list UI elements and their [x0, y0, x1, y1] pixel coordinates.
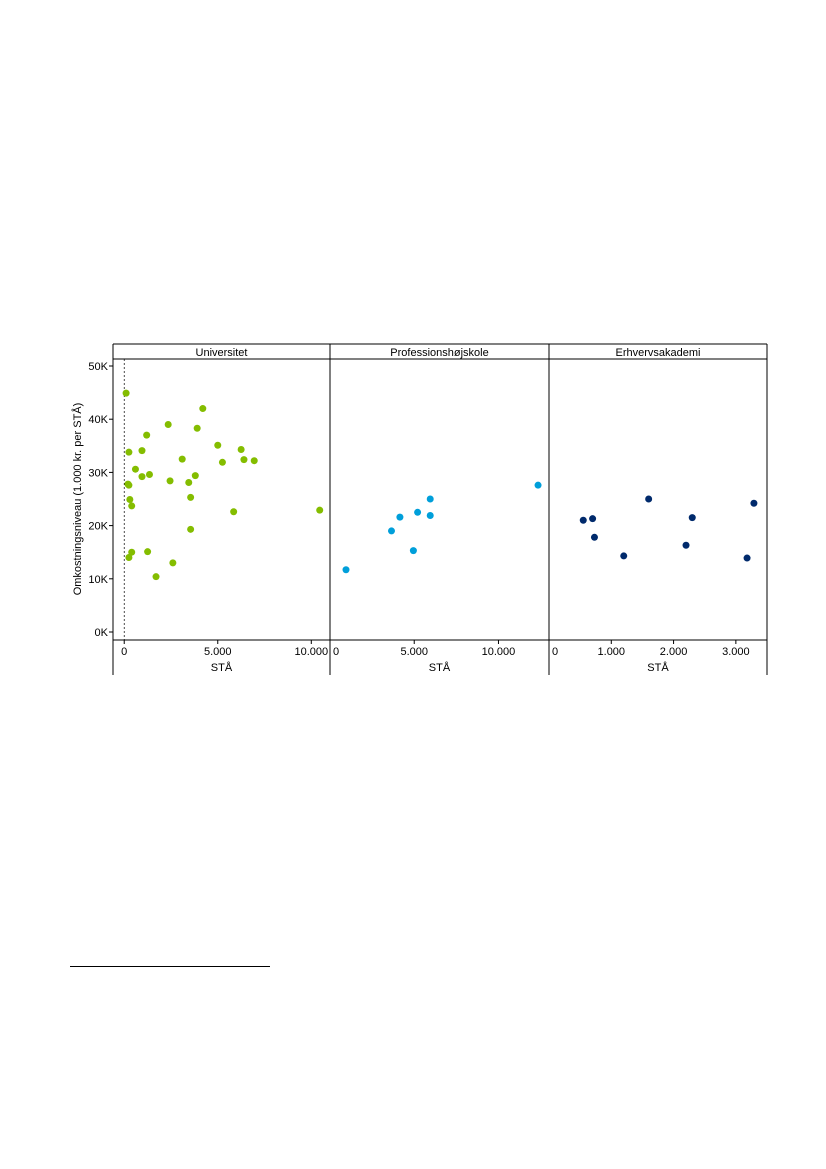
data-point	[191, 472, 199, 480]
data-point	[152, 573, 160, 581]
y-tick-label: 30K	[88, 467, 108, 479]
x-axis-label: STÅ	[211, 661, 233, 674]
data-point	[743, 554, 751, 562]
data-point	[645, 495, 653, 503]
data-point	[125, 481, 133, 489]
y-tick-label: 10K	[88, 574, 108, 586]
data-point	[169, 559, 177, 567]
data-point	[144, 548, 152, 556]
data-point	[128, 548, 136, 556]
y-tick-label: 20K	[88, 521, 108, 533]
data-point	[131, 465, 139, 473]
x-tick-label: 0	[333, 646, 339, 658]
data-point	[125, 448, 133, 456]
data-point	[199, 405, 207, 413]
facet-title: Erhvervsakademi	[616, 347, 701, 359]
data-point	[125, 554, 133, 562]
data-point	[342, 566, 350, 574]
y-tick-label: 0K	[95, 627, 109, 639]
data-point	[396, 513, 404, 521]
data-point	[187, 493, 195, 501]
x-tick-label: 10.000	[482, 646, 516, 658]
data-point	[218, 458, 226, 466]
footnote-separator	[70, 966, 270, 967]
data-point	[166, 477, 174, 485]
data-point	[316, 506, 324, 514]
data-point	[138, 473, 146, 481]
y-axis-label: Omkostningsniveau (1.000 kr. per STÅ)	[71, 403, 84, 596]
facet-title: Professionshøjskole	[390, 347, 488, 359]
x-axis-label: STÅ	[429, 661, 451, 674]
data-point	[128, 502, 136, 510]
x-tick-label: 10.000	[294, 646, 328, 658]
data-point	[414, 508, 422, 516]
data-point	[138, 447, 146, 455]
data-point	[237, 446, 245, 454]
data-point	[187, 525, 195, 533]
data-point	[409, 547, 417, 555]
data-point	[185, 479, 193, 487]
facet-title: Universitet	[196, 347, 248, 359]
data-point	[145, 471, 153, 479]
data-point	[214, 441, 222, 449]
data-point	[193, 424, 201, 432]
data-point	[122, 389, 130, 397]
data-point	[126, 496, 134, 504]
x-tick-label: 5.000	[204, 646, 232, 658]
data-point	[387, 527, 395, 535]
x-tick-label: 3.000	[722, 646, 750, 658]
data-point	[589, 515, 597, 523]
data-point	[240, 456, 248, 464]
x-tick-label: 5.000	[400, 646, 428, 658]
data-point	[426, 495, 434, 503]
y-tick-label: 50K	[88, 361, 108, 373]
data-point	[164, 421, 172, 429]
data-point	[426, 511, 434, 519]
data-points	[122, 389, 758, 581]
data-point	[534, 481, 542, 489]
x-tick-label: 0	[121, 646, 127, 658]
axes: 0K 10K 20K 30K 40K 50K Universitet 0 5.000 10.000…	[88, 343, 768, 675]
data-point	[250, 457, 258, 465]
data-point	[230, 508, 238, 516]
x-tick-label: 0	[552, 646, 558, 658]
data-point	[579, 516, 587, 524]
x-tick-label: 2.000	[660, 646, 688, 658]
data-point	[682, 541, 690, 549]
y-tick-label: 40K	[88, 414, 108, 426]
data-point	[750, 499, 758, 507]
data-point	[688, 514, 696, 522]
data-point	[620, 552, 628, 560]
data-point	[143, 431, 151, 439]
data-point	[590, 533, 598, 541]
data-point	[178, 455, 186, 463]
x-axis-label: STÅ	[647, 661, 669, 674]
x-tick-label: 1.000	[598, 646, 626, 658]
